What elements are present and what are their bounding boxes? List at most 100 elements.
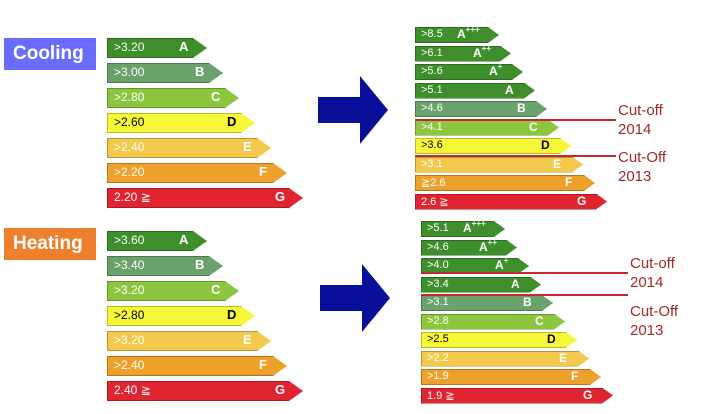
heating-new-class-bar: >3.1 B	[421, 295, 553, 311]
heating-cutoff-2014-line	[421, 272, 628, 274]
class-letter-text: E	[553, 156, 562, 171]
cooling-new-class-bar: ≧2.6 F	[415, 175, 595, 191]
heating-new-class-bar: >2.8 C	[421, 314, 565, 330]
class-letter: A	[511, 277, 520, 291]
heating-new-class-bar: >5.1 A+++	[421, 221, 505, 237]
class-threshold-value: >3.20	[114, 40, 145, 54]
class-letter: G	[577, 194, 586, 208]
cooling-old-class-bar: >2.20 F	[107, 163, 287, 183]
heating-new-class-bar: >2.2 E	[421, 351, 589, 367]
class-letter-text: C	[529, 119, 538, 134]
class-letter-text: E	[559, 350, 568, 365]
cutoff-title: Cut-Off	[630, 303, 679, 320]
heating-new-class-bar: >2.5 D	[421, 332, 577, 348]
cooling-new-class-bar: >5.1 A	[415, 83, 535, 99]
class-letter-text: F	[259, 357, 267, 372]
class-letter: E	[559, 351, 567, 365]
cooling-arrow-shape	[318, 76, 388, 144]
heating-old-class-bar: 2.40 ≧ G	[107, 381, 303, 401]
class-threshold-value: >2.2	[427, 351, 449, 364]
class-threshold-value: 2.20 ≧	[114, 190, 151, 204]
class-letter-text: A	[473, 45, 482, 60]
heating-arrow-icon	[320, 264, 390, 332]
class-threshold-value: >2.40	[114, 140, 145, 154]
cooling-new-class-bar: >3.6 D	[415, 138, 571, 154]
class-letter: F	[571, 369, 578, 383]
class-letter-text: B	[517, 101, 526, 115]
class-letter-text: C	[535, 313, 544, 328]
class-letter: A+	[495, 258, 508, 272]
class-letter: F	[565, 175, 572, 189]
class-letter-text: F	[571, 369, 579, 383]
class-plus-marks: +++	[465, 25, 480, 34]
class-letter: A+++	[463, 221, 486, 235]
class-threshold-value: >3.1	[421, 157, 443, 170]
class-letter: F	[259, 357, 267, 372]
class-letter: A++	[479, 240, 497, 254]
cooling-new-class-bar: >5.6 A+	[415, 64, 523, 80]
class-letter-text: A	[179, 39, 189, 54]
class-letter-text: A	[463, 221, 472, 235]
class-threshold-value: >2.8	[427, 314, 449, 327]
cooling-cutoff-2013-label: Cut-Off 2013	[618, 148, 666, 186]
cutoff-title: Cut-Off	[618, 149, 667, 166]
class-plus-marks: +	[497, 62, 503, 71]
class-threshold-value: >5.1	[427, 222, 449, 234]
class-threshold-value: >5.1	[421, 83, 443, 96]
cooling-cutoff-2014-line	[415, 119, 616, 121]
cooling-old-class-bar: 2.20 ≧ G	[107, 188, 303, 208]
class-threshold-value: >5.6	[421, 65, 443, 77]
class-threshold-value: >3.1	[427, 296, 449, 308]
class-letter-text: B	[195, 64, 205, 79]
class-threshold-value: >2.5	[427, 333, 449, 345]
class-letter-text: F	[565, 175, 573, 189]
class-letter: A++	[473, 46, 491, 60]
class-threshold-value: >3.20	[114, 283, 145, 297]
cutoff-title: Cut-off	[618, 102, 663, 119]
class-letter: D	[227, 114, 236, 129]
class-letter: B	[195, 64, 204, 79]
class-letter-text: G	[577, 193, 587, 208]
cooling-old-class-bar: >2.40 E	[107, 138, 271, 158]
class-plus-marks: +++	[471, 219, 486, 228]
class-letter-text: A	[489, 64, 498, 78]
cooling-new-class-bar: >4.6 B	[415, 101, 547, 117]
class-threshold-value: >3.60	[114, 233, 145, 247]
heating-arrow-shape	[320, 264, 390, 332]
class-threshold-value: >2.80	[114, 90, 145, 104]
class-letter-text: A	[495, 258, 504, 272]
class-letter: A	[505, 83, 514, 97]
class-threshold-value: >4.6	[421, 102, 443, 114]
class-letter-text: A	[179, 232, 189, 247]
class-threshold-value: >3.00	[114, 65, 145, 79]
class-threshold-value: >2.20	[114, 165, 145, 179]
class-threshold-value: >4.1	[421, 120, 443, 133]
heating-old-class-bar: >2.80 D	[107, 306, 255, 326]
cooling-arrow-icon	[318, 76, 388, 144]
cooling-new-class-bar: >3.1 E	[415, 157, 583, 173]
class-letter-text: B	[523, 295, 532, 309]
class-plus-marks: +	[503, 256, 509, 265]
class-letter-text: A	[505, 82, 514, 97]
class-threshold-value: >2.40	[114, 358, 145, 372]
class-letter: E	[553, 157, 561, 171]
class-letter-text: B	[195, 257, 205, 272]
heating-cutoff-2013-label: Cut-Off 2013	[630, 302, 678, 340]
cutoff-year: 2013	[618, 168, 652, 185]
cooling-old-class-bar: >3.20 A	[107, 38, 207, 58]
class-letter-text: D	[547, 332, 556, 346]
class-letter-text: A	[479, 239, 488, 254]
class-plus-marks: ++	[481, 43, 492, 53]
class-letter-text: D	[541, 138, 550, 152]
cooling-old-class-bar: >3.00 B	[107, 63, 223, 83]
class-threshold-value: >2.80	[114, 308, 145, 322]
class-letter-text: F	[259, 164, 267, 179]
class-letter: A	[179, 39, 188, 54]
class-letter: F	[259, 164, 267, 179]
heating-cutoff-2014-label: Cut-off 2014	[630, 254, 675, 292]
class-threshold-value: ≧2.6	[421, 177, 446, 189]
class-threshold-value: 1.9 ≧	[427, 389, 455, 402]
class-threshold-value: >2.60	[114, 115, 145, 129]
class-letter: B	[517, 101, 526, 115]
class-letter: G	[275, 382, 285, 397]
